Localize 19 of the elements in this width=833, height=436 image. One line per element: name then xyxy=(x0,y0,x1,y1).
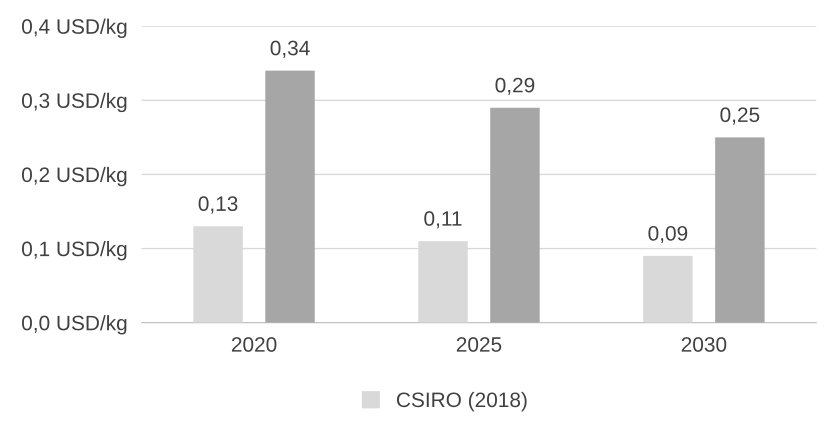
x-tick-label: 2025 xyxy=(456,337,502,352)
data-label: 0,09 xyxy=(648,226,688,244)
data-label: 0,13 xyxy=(198,196,238,214)
y-tick-label: 0,2 USD/kg xyxy=(22,166,126,186)
legend-label: CSIRO (2018) xyxy=(396,392,527,412)
bar xyxy=(715,137,765,323)
bar xyxy=(490,108,540,323)
data-label: 0,34 xyxy=(270,40,310,58)
y-tick-label: 0,3 USD/kg xyxy=(22,92,126,112)
bar xyxy=(265,70,315,323)
bar xyxy=(643,256,693,323)
y-tick-label: 0,1 USD/kg xyxy=(22,240,126,260)
data-label: 0,29 xyxy=(496,78,534,95)
y-tick-label: 0,0 USD/kg xyxy=(22,315,126,335)
data-label: 0,25 xyxy=(720,107,760,125)
x-tick-label: 2020 xyxy=(232,337,276,352)
data-label: 0,11 xyxy=(424,211,462,228)
y-tick-label: 0,4 USD/kg xyxy=(22,18,126,38)
x-tick-label: 2030 xyxy=(682,337,726,352)
